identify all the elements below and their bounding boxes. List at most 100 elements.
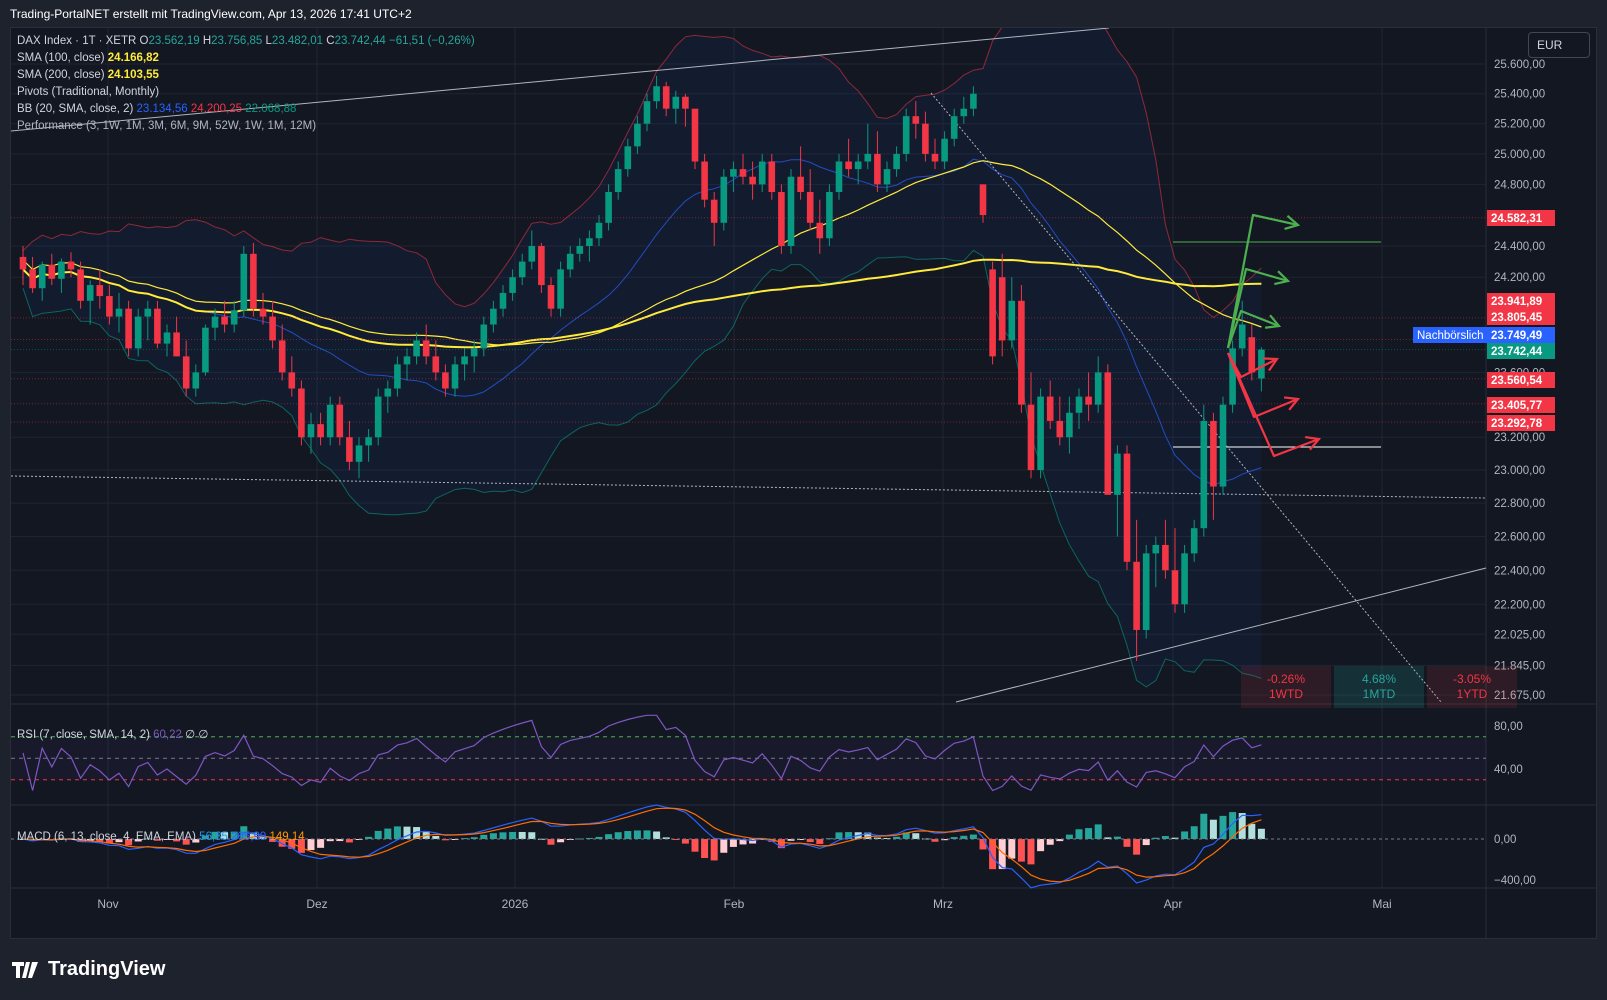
tradingview-logo[interactable]: TradingView [12,958,165,981]
legend-rsi[interactable]: RSI (7, close, SMA, 14, 2) 60,22 ∅ ∅ [17,727,208,743]
macd-histogram-bar [211,831,219,839]
macd-histogram-bar [845,832,853,839]
bb-mid-value: 23.134,56 [136,103,188,115]
time-axis-label: Apr [1164,897,1183,911]
candle-body [557,269,564,309]
legend-sma200[interactable]: SMA (200, close) 24.103,55 [17,67,159,83]
sma100-line [22,160,1262,346]
currency-selector[interactable]: EUR [1528,32,1590,58]
bb-lower-line [22,249,1262,688]
legend-performance[interactable]: Performance (3, 1W, 1M, 3M, 6M, 9M, 52W,… [17,118,316,134]
candle-body [461,356,468,365]
time-axis-label: Mai [1372,897,1391,911]
macd-histogram-bar [393,826,401,839]
scenario-arrow-head [1264,314,1282,329]
candle-body [1027,404,1035,471]
legend-bb[interactable]: BB (20, SMA, close, 2) 23.134,56 24.200,… [17,101,296,117]
candle-body [624,146,632,170]
price-tag-label: 24.582,31 [1491,213,1543,225]
macd-histogram-bar [269,839,277,842]
macd-histogram-bar [1123,839,1131,847]
macd-histogram-bar [1248,823,1256,839]
price-tag-box [1487,210,1555,226]
candle-body [672,96,680,109]
candle-body [941,138,948,162]
candle-body [682,96,689,109]
rsi-line [22,714,1262,792]
candle-body [662,86,670,109]
sma100-value: 24.166,82 [107,52,159,64]
candle-body [202,327,209,373]
candle-body [1162,544,1169,571]
macd-histogram-bar [173,839,181,842]
chart-canvas[interactable]: 25.600,00 25.400,00 25.200,00 25.000,00 24.8… [11,28,1596,938]
session-tag-label: Nachbörslich [1417,330,1483,342]
price-tag-box [1487,397,1555,413]
macd-histogram-bar [1113,836,1121,839]
candle-body [269,316,276,341]
macd-histogram-bar [518,831,526,839]
session-tag-box [1413,327,1487,343]
candle-body [480,324,488,349]
price-tag-label: 23.749,49 [1491,330,1542,342]
price-tick-label: 25.000,00 [1494,149,1545,161]
candle-body [384,388,392,397]
candle-body [883,169,891,185]
candle-body [346,437,353,462]
candle-body [653,86,660,102]
candle-body [595,222,603,239]
macd-histogram-bar [1171,837,1179,839]
candle-body [586,238,593,247]
candle-body [960,108,968,117]
macd-histogram-bar [585,837,593,839]
change-value: −61,51 (−0,26%) [388,35,475,47]
close-label: C [326,35,335,47]
chart-frame[interactable]: 25.600,00 25.400,00 25.200,00 25.000,00 24.8… [10,27,1597,939]
time-axis-label: Mrz [933,897,953,911]
time-axis-label: Dez [306,897,327,911]
macd-histogram-bar [345,839,353,843]
macd-histogram-bar [1008,839,1016,859]
macd-histogram-bar [902,832,910,839]
macd-histogram-bar [969,834,977,839]
macd-histogram-bar [1257,828,1265,839]
macd-histogram-bar [1190,826,1198,839]
candle-body [19,256,27,270]
macd-signal-value: 205,99 [231,831,267,843]
macd-histogram-bar [662,837,670,839]
price-tick-label: 25.600,00 [1494,59,1545,71]
candle-body [230,310,238,325]
candle-body [192,372,200,389]
sma200-line [22,258,1262,349]
legend-sma100[interactable]: SMA (100, close) 24.166,82 [17,50,159,66]
candle-body [1219,404,1227,487]
open-label: O [139,35,149,47]
bb-basis-line [22,158,1262,486]
candle-body [250,253,257,309]
candle-body [86,285,94,301]
macd-histogram-bar [979,839,987,850]
macd-tick-label: 0,00 [1494,834,1516,846]
macd-hist-value: 149,14 [269,831,305,843]
perf-1ytd-value: -3.05% [1452,672,1492,686]
macd-label: MACD (6, 13, close, 4, EMA, EMA) [17,831,196,843]
low-label: L [265,35,272,47]
open-value: 23.562,19 [148,35,200,47]
price-tag-box [1487,415,1555,431]
macd-histogram-bar [749,839,757,844]
time-axis-label: Feb [724,897,745,911]
upper-trend-line [11,28,1110,132]
macd-histogram-bar [278,839,286,847]
macd-histogram-bar [144,838,152,840]
perf-1wtd-period: 1WTD [1269,687,1303,701]
candle-body [778,192,785,247]
legend-macd[interactable]: MACD (6, 13, close, 4, EMA, EMA) 56,85 2… [17,829,305,845]
macd-histogram-bar [643,830,651,839]
candle-body [845,161,852,170]
candle-body [490,308,497,325]
legend-pivots[interactable]: Pivots (Traditional, Monthly) [17,84,159,100]
candle-body [1190,528,1198,554]
high-value: 23.756,85 [211,35,263,47]
perf-1ytd-period: 1YTD [1456,687,1488,701]
candle-body [1066,412,1073,438]
